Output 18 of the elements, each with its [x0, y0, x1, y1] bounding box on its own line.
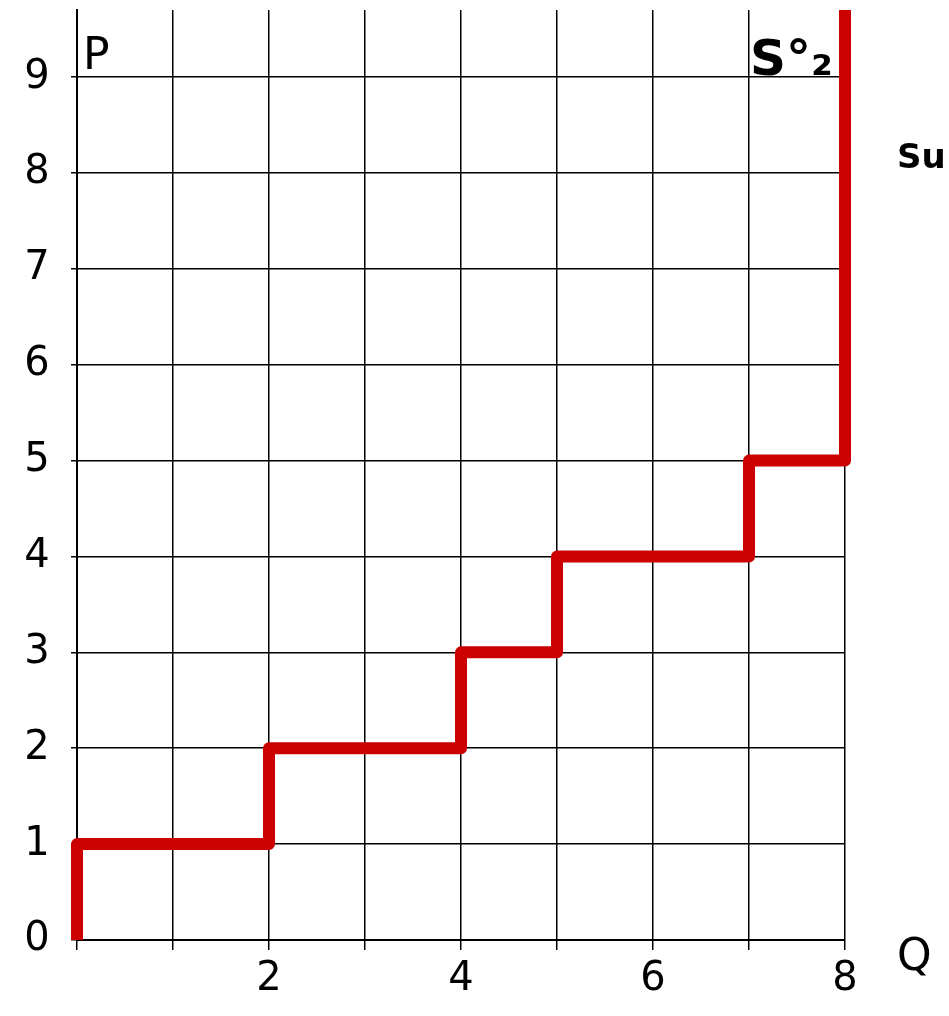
x-axis-title: Q	[897, 929, 932, 980]
y-axis-title: P	[83, 28, 110, 80]
text: Su	[897, 135, 946, 176]
y-tick-label: 0	[24, 913, 50, 960]
y-tick-label: 8	[24, 146, 50, 193]
x-tick-label: 2	[256, 953, 282, 1000]
y-tick-label: 1	[24, 817, 50, 864]
y-tick-label: 7	[24, 242, 50, 289]
series-label: S°₂	[750, 29, 833, 88]
y-tick-label: 3	[24, 625, 50, 672]
y-tick-label: 6	[24, 338, 50, 385]
y-tick-label: 2	[24, 721, 50, 768]
x-tick-label: 6	[640, 953, 666, 1000]
y-tick-label: 4	[24, 529, 50, 576]
y-tick-label: 9	[24, 50, 50, 97]
x-tick-label: 8	[832, 953, 858, 1000]
y-tick-label: 5	[24, 434, 50, 481]
x-tick-label: 4	[448, 953, 474, 1000]
